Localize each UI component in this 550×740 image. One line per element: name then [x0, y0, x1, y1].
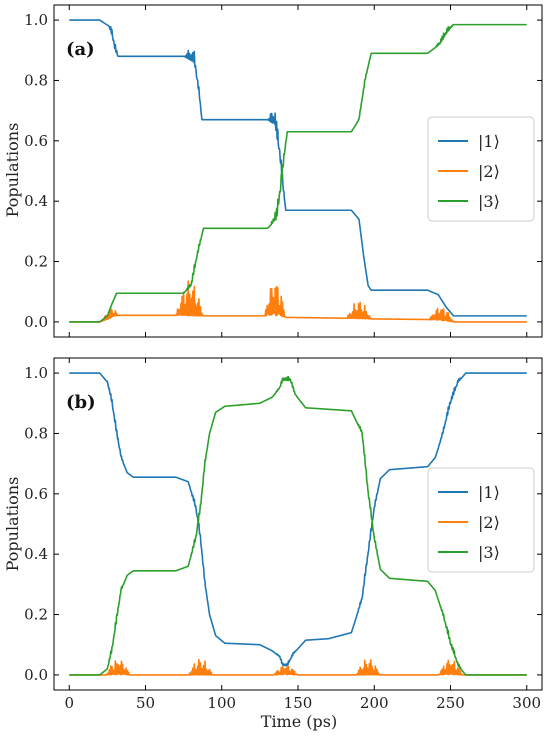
legend-label-a-3: |3⟩ [478, 192, 500, 211]
x-tick-label-b-100: 100 [207, 694, 236, 712]
legend-label-a-2: |2⟩ [478, 162, 500, 181]
legend-box-a [427, 116, 535, 222]
series-line-a-1 [68, 19, 528, 317]
series-line-a-2 [68, 280, 528, 323]
panel-b: 0 50 100 150 200 250 300 0.0 0.2 0.4 0.6 0.8 1.0 (b) |… [24, 357, 543, 712]
legend-label-b-2: |2⟩ [478, 513, 500, 532]
x-tick-label-b-250: 250 [436, 694, 465, 712]
y-tick-label-b-0: 0.0 [24, 666, 48, 684]
x-tick-label-b-50: 50 [136, 694, 155, 712]
series-line-b-1 [68, 372, 528, 667]
x-tick-label-b-0: 0 [64, 694, 74, 712]
x-axis-label: Time (ps) [261, 712, 337, 731]
series-line-a-3 [68, 23, 528, 323]
legend-box-b [427, 467, 535, 573]
y-tick-label-a-2: 0.4 [24, 192, 48, 210]
y-tick-label-a-4: 0.8 [24, 71, 48, 89]
x-tick-label-b-150: 150 [284, 694, 313, 712]
panel-label-b: (b) [66, 392, 96, 413]
x-tick-label-b-300: 300 [512, 694, 541, 712]
series-line-b-3 [68, 376, 528, 676]
legend-label-a-1: |1⟩ [478, 132, 500, 151]
series-line-b-2 [68, 658, 528, 676]
y-tick-label-b-3: 0.6 [24, 485, 48, 503]
y-tick-label-a-1: 0.2 [24, 253, 48, 271]
x-tick-label-b-200: 200 [360, 694, 389, 712]
legend-label-b-3: |3⟩ [478, 543, 500, 562]
y-axis-label-b: Populations [3, 477, 22, 572]
panel-a: 0.0 0.2 0.4 0.6 0.8 1.0 (a) |1⟩ |2⟩ |3⟩ [24, 4, 543, 338]
y-tick-label-a-3: 0.6 [24, 132, 48, 150]
y-tick-label-b-1: 0.2 [24, 606, 48, 624]
y-tick-label-b-5: 1.0 [24, 364, 48, 382]
panel-label-a: (a) [66, 39, 95, 60]
y-tick-label-a-5: 1.0 [24, 11, 48, 29]
y-tick-label-b-4: 0.8 [24, 424, 48, 442]
y-tick-label-a-0: 0.0 [24, 313, 48, 331]
legend-label-b-1: |1⟩ [478, 483, 500, 502]
y-axis-label-a: Populations [3, 123, 22, 218]
y-tick-label-b-2: 0.4 [24, 545, 48, 563]
